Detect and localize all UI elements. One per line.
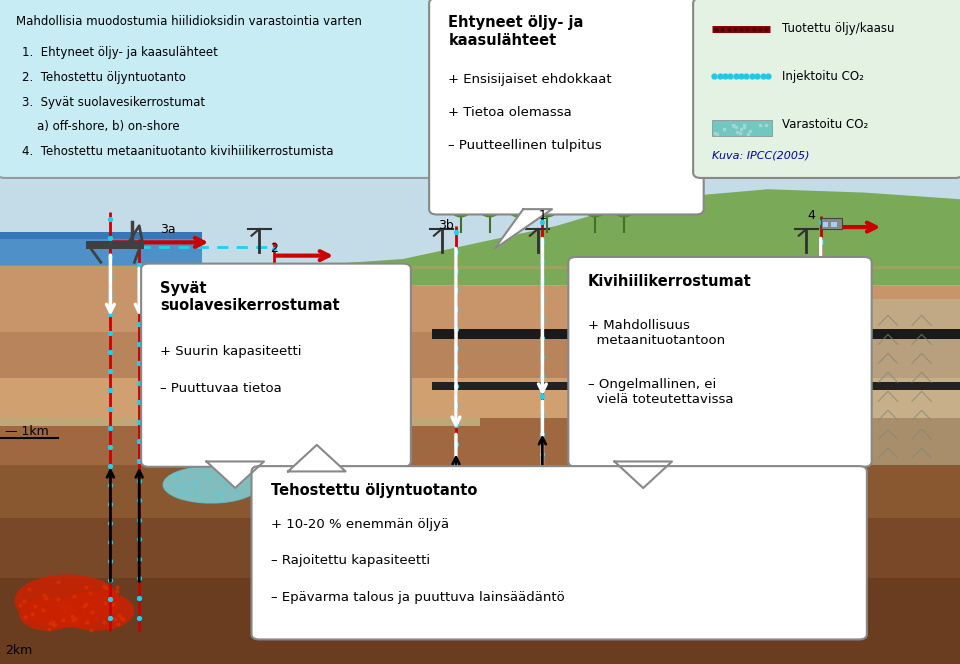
Bar: [768, 299, 960, 465]
FancyBboxPatch shape: [429, 0, 704, 214]
Bar: [831, 222, 837, 227]
Text: + 10-20 % enemmän öljyä: + 10-20 % enemmän öljyä: [271, 518, 449, 531]
Ellipse shape: [288, 584, 365, 624]
FancyBboxPatch shape: [693, 0, 960, 178]
Text: Ehtyneet öljy- ja
kaasulähteet: Ehtyneet öljy- ja kaasulähteet: [448, 15, 584, 48]
Bar: [0, 173, 960, 664]
FancyBboxPatch shape: [712, 120, 772, 136]
Ellipse shape: [613, 201, 635, 218]
Ellipse shape: [450, 201, 471, 218]
Text: — 1km: — 1km: [5, 425, 49, 438]
Polygon shape: [0, 266, 960, 332]
Ellipse shape: [163, 466, 259, 503]
Polygon shape: [494, 209, 552, 249]
Text: Injektoitu CO₂: Injektoitu CO₂: [782, 70, 864, 83]
Bar: [821, 218, 842, 229]
Bar: [0, 232, 202, 299]
Polygon shape: [614, 461, 672, 488]
Polygon shape: [0, 418, 960, 465]
Ellipse shape: [537, 201, 558, 218]
Text: Kivihiilikerrostumat: Kivihiilikerrostumat: [588, 274, 752, 290]
Ellipse shape: [14, 574, 120, 627]
Text: – Epävarma talous ja puuttuva lainsäädäntö: – Epävarma talous ja puuttuva lainsäädän…: [271, 591, 564, 604]
FancyBboxPatch shape: [141, 264, 411, 467]
Bar: [0, 418, 480, 426]
Ellipse shape: [298, 564, 432, 624]
Polygon shape: [0, 578, 960, 664]
FancyBboxPatch shape: [252, 466, 867, 639]
Text: a) off-shore, b) on-shore: a) off-shore, b) on-shore: [22, 120, 180, 133]
Text: 2.  Tehostettu öljyntuotanto: 2. Tehostettu öljyntuotanto: [22, 71, 186, 84]
Text: 4: 4: [807, 209, 815, 222]
Polygon shape: [307, 189, 960, 286]
FancyBboxPatch shape: [0, 0, 468, 178]
Ellipse shape: [58, 591, 134, 631]
Text: – Puutteellinen tulpitus: – Puutteellinen tulpitus: [448, 139, 602, 153]
Ellipse shape: [365, 588, 442, 621]
Polygon shape: [432, 329, 960, 339]
Ellipse shape: [19, 598, 77, 631]
Text: Tuotettu öljy/kaasu: Tuotettu öljy/kaasu: [782, 22, 895, 35]
Text: Varastoitu CO₂: Varastoitu CO₂: [782, 118, 869, 131]
Text: 2km: 2km: [5, 644, 32, 657]
Text: – Ongelmallinen, ei
  vielä toteutettavissa: – Ongelmallinen, ei vielä toteutettaviss…: [588, 378, 733, 406]
Text: 3a: 3a: [160, 222, 176, 236]
Polygon shape: [0, 378, 960, 418]
Text: – Puuttuvaa tietoa: – Puuttuvaa tietoa: [160, 382, 282, 395]
Bar: [0, 239, 202, 266]
Ellipse shape: [508, 201, 529, 218]
Text: 1: 1: [539, 209, 546, 222]
Text: Kuva: IPCC(2005): Kuva: IPCC(2005): [712, 151, 810, 161]
Bar: [86, 241, 144, 249]
Polygon shape: [0, 332, 960, 378]
Text: 2: 2: [270, 242, 277, 256]
Ellipse shape: [585, 201, 606, 218]
Text: 3b: 3b: [439, 219, 454, 232]
Polygon shape: [288, 445, 346, 471]
Text: + Mahdollisuus
  metaanituotantoon: + Mahdollisuus metaanituotantoon: [588, 319, 725, 347]
Text: + Ensisijaiset ehdokkaat: + Ensisijaiset ehdokkaat: [448, 73, 612, 86]
Bar: [823, 222, 828, 227]
Text: 1.  Ehtyneet öljy- ja kaasulähteet: 1. Ehtyneet öljy- ja kaasulähteet: [22, 46, 218, 60]
Text: Mahdollisia muodostumia hiilidioksidin varastointia varten: Mahdollisia muodostumia hiilidioksidin v…: [16, 15, 362, 29]
Text: 4.  Tehostettu metaanituotanto kivihiilikerrostumista: 4. Tehostettu metaanituotanto kivihiilik…: [22, 145, 333, 158]
Polygon shape: [206, 461, 264, 488]
Ellipse shape: [322, 531, 408, 564]
Text: – Rajoitettu kapasiteetti: – Rajoitettu kapasiteetti: [271, 554, 430, 568]
Text: 3.  Syvät suolavesikerrostumat: 3. Syvät suolavesikerrostumat: [22, 96, 205, 109]
Bar: [0, 266, 960, 269]
FancyBboxPatch shape: [568, 257, 872, 467]
Polygon shape: [0, 465, 960, 518]
Polygon shape: [432, 382, 960, 390]
Text: Tehostettu öljyntuotanto: Tehostettu öljyntuotanto: [271, 483, 477, 499]
Text: + Suurin kapasiteetti: + Suurin kapasiteetti: [160, 345, 301, 359]
Ellipse shape: [479, 201, 500, 218]
Bar: [0, 232, 202, 365]
Text: + Tietoa olemassa: + Tietoa olemassa: [448, 106, 572, 120]
Polygon shape: [0, 518, 960, 578]
Text: Syvät
suolavesikerrostumat: Syvät suolavesikerrostumat: [160, 281, 340, 313]
